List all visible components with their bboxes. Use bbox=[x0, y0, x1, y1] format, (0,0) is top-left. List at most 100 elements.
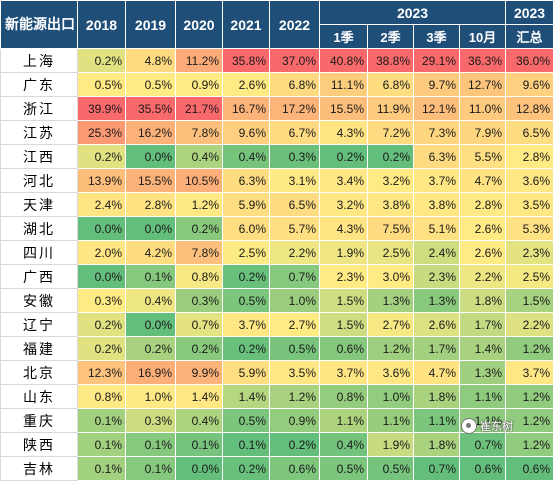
share-cell: 12.3% bbox=[78, 361, 126, 385]
share-cell: 11.0% bbox=[460, 97, 506, 121]
share-cell: 0.1% bbox=[176, 433, 223, 457]
share-cell: 2.8% bbox=[460, 193, 506, 217]
province-label: 江西 bbox=[1, 145, 78, 169]
share-cell: 0.7% bbox=[460, 433, 506, 457]
share-cell: 6.3% bbox=[223, 169, 270, 193]
share-cell: 7.8% bbox=[176, 121, 223, 145]
share-cell: 1.2% bbox=[176, 193, 223, 217]
share-cell: 0.2% bbox=[78, 49, 126, 73]
share-cell: 2.6% bbox=[460, 217, 506, 241]
share-cell: 3.8% bbox=[368, 193, 414, 217]
share-cell: 15.5% bbox=[320, 97, 368, 121]
share-cell: 0.0% bbox=[176, 457, 223, 481]
share-cell: 5.1% bbox=[414, 217, 460, 241]
share-cell: 2.2% bbox=[506, 313, 553, 337]
share-cell: 1.4% bbox=[223, 385, 270, 409]
share-cell: 2.7% bbox=[368, 313, 414, 337]
province-label: 河北 bbox=[1, 169, 78, 193]
share-cell: 6.3% bbox=[414, 145, 460, 169]
share-cell: 0.0% bbox=[78, 217, 126, 241]
share-cell: 0.8% bbox=[176, 265, 223, 289]
share-cell: 0.5% bbox=[223, 289, 270, 313]
share-cell: 0.2% bbox=[126, 337, 176, 361]
share-cell: 2.2% bbox=[460, 265, 506, 289]
share-cell: 4.7% bbox=[460, 169, 506, 193]
share-cell: 1.4% bbox=[460, 337, 506, 361]
share-cell: 7.2% bbox=[368, 121, 414, 145]
share-cell: 0.2% bbox=[78, 145, 126, 169]
share-cell: 0.2% bbox=[223, 337, 270, 361]
share-cell: 2.6% bbox=[460, 241, 506, 265]
share-cell: 4.2% bbox=[126, 241, 176, 265]
share-cell: 6.5% bbox=[506, 121, 553, 145]
share-cell: 9.7% bbox=[414, 73, 460, 97]
share-cell: 16.2% bbox=[126, 121, 176, 145]
share-cell: 16.9% bbox=[126, 361, 176, 385]
province-label: 重庆 bbox=[1, 409, 78, 433]
province-label: 辽宁 bbox=[1, 313, 78, 337]
province-label: 天津 bbox=[1, 193, 78, 217]
share-cell: 1.2% bbox=[368, 337, 414, 361]
province-label: 四川 bbox=[1, 241, 78, 265]
share-cell: 11.9% bbox=[368, 97, 414, 121]
share-cell: 1.7% bbox=[460, 313, 506, 337]
share-cell: 0.6% bbox=[270, 457, 320, 481]
share-cell: 1.3% bbox=[460, 361, 506, 385]
share-cell: 2.5% bbox=[506, 265, 553, 289]
share-cell: 0.2% bbox=[78, 337, 126, 361]
share-cell: 0.4% bbox=[176, 145, 223, 169]
share-cell: 0.2% bbox=[368, 145, 414, 169]
share-cell: 1.9% bbox=[320, 241, 368, 265]
share-cell: 40.8% bbox=[320, 49, 368, 73]
share-cell: 4.8% bbox=[126, 49, 176, 73]
share-cell: 38.8% bbox=[368, 49, 414, 73]
share-cell: 0.2% bbox=[78, 313, 126, 337]
province-label: 安徽 bbox=[1, 289, 78, 313]
share-cell: 1.3% bbox=[414, 289, 460, 313]
share-cell: 0.4% bbox=[176, 409, 223, 433]
watermark-text: 崔东树 bbox=[480, 418, 513, 434]
share-cell: 0.3% bbox=[126, 409, 176, 433]
header-period: 2季 bbox=[368, 25, 414, 49]
share-cell: 0.5% bbox=[126, 73, 176, 97]
share-cell: 0.2% bbox=[270, 433, 320, 457]
header-year: 2020 bbox=[176, 1, 223, 49]
share-cell: 9.9% bbox=[176, 361, 223, 385]
share-cell: 36.3% bbox=[460, 49, 506, 73]
header-year: 2018 bbox=[78, 1, 126, 49]
share-cell: 4.7% bbox=[414, 361, 460, 385]
share-cell: 0.4% bbox=[223, 145, 270, 169]
share-cell: 7.8% bbox=[176, 241, 223, 265]
share-cell: 1.2% bbox=[506, 385, 553, 409]
province-label: 北京 bbox=[1, 361, 78, 385]
share-cell: 3.4% bbox=[320, 169, 368, 193]
share-cell: 1.4% bbox=[176, 385, 223, 409]
share-cell: 2.6% bbox=[414, 313, 460, 337]
share-cell: 1.1% bbox=[320, 409, 368, 433]
share-cell: 25.3% bbox=[78, 121, 126, 145]
share-cell: 1.2% bbox=[270, 385, 320, 409]
share-cell: 0.5% bbox=[368, 457, 414, 481]
share-cell: 1.3% bbox=[368, 289, 414, 313]
share-cell: 0.9% bbox=[176, 73, 223, 97]
share-cell: 2.3% bbox=[320, 265, 368, 289]
share-cell: 0.8% bbox=[78, 385, 126, 409]
share-cell: 9.6% bbox=[223, 121, 270, 145]
share-cell: 0.9% bbox=[270, 409, 320, 433]
share-cell: 1.1% bbox=[414, 409, 460, 433]
share-cell: 2.5% bbox=[223, 241, 270, 265]
header-year: 2019 bbox=[126, 1, 176, 49]
province-label: 陕西 bbox=[1, 433, 78, 457]
province-label: 吉林 bbox=[1, 457, 78, 481]
share-cell: 10.5% bbox=[176, 169, 223, 193]
